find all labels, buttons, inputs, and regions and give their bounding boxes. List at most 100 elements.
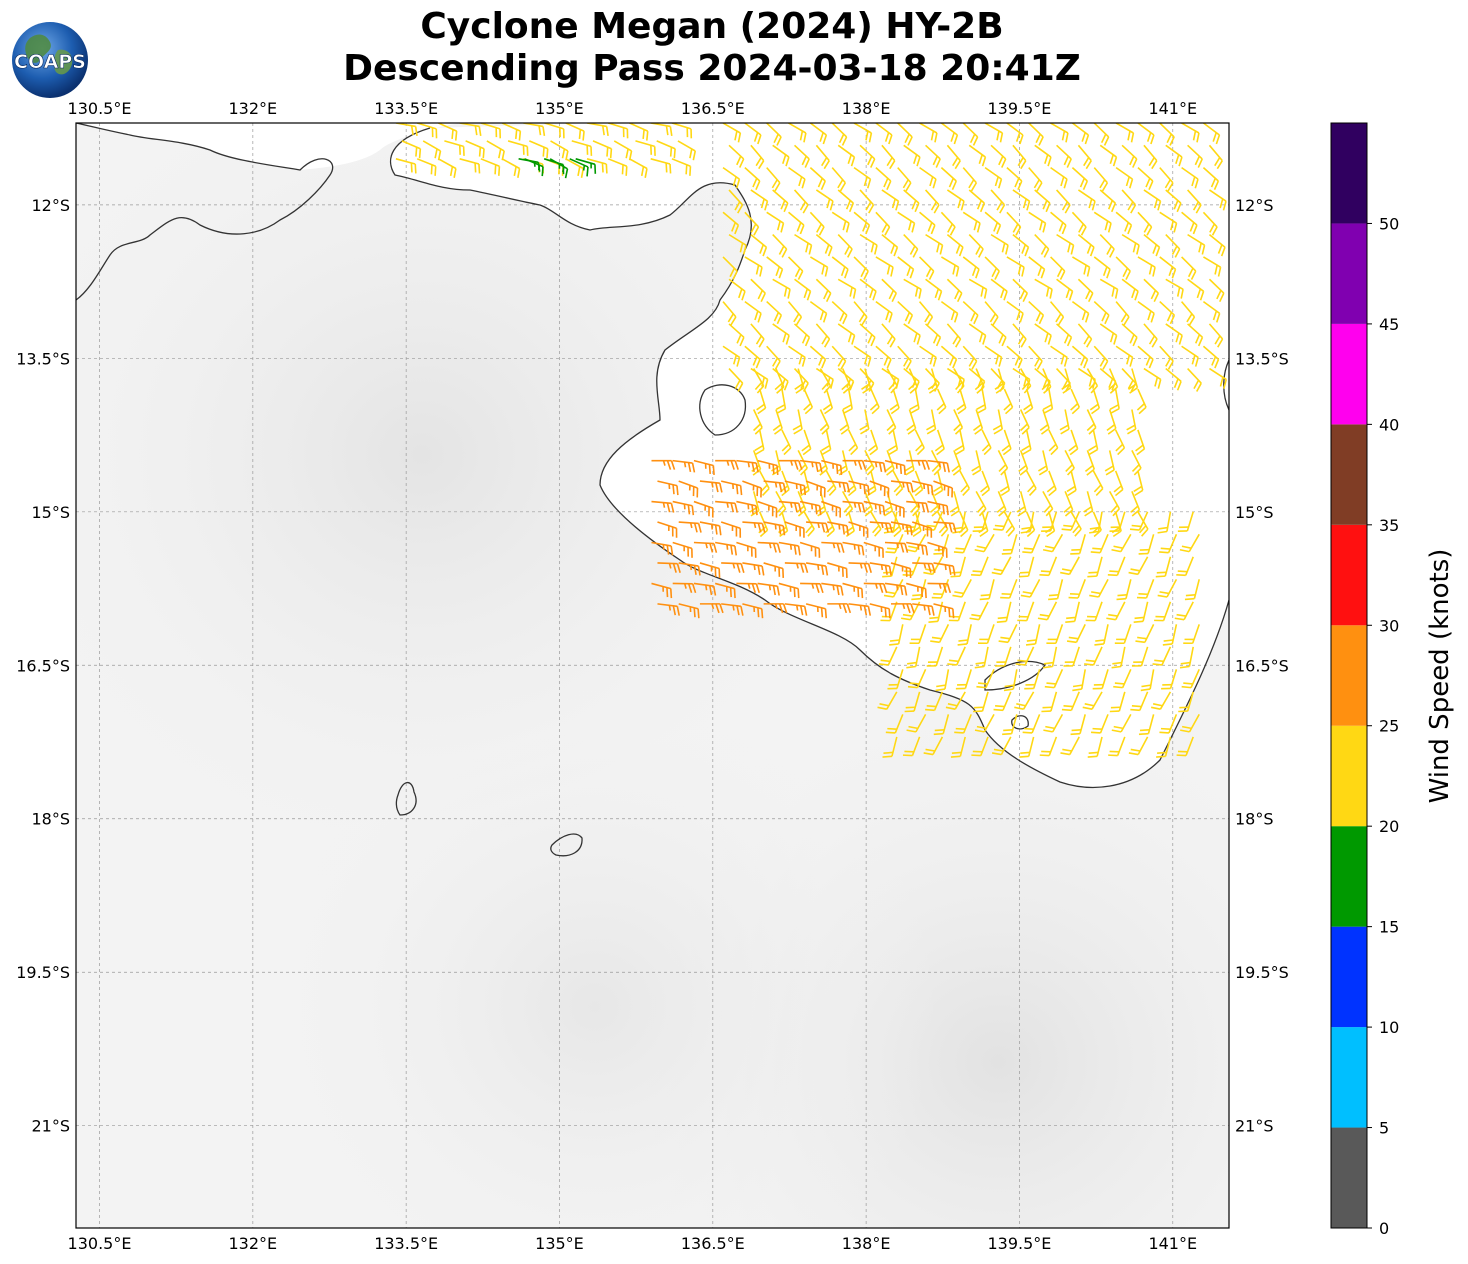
- wind-barb: [984, 211, 1002, 235]
- wind-barb: [848, 521, 869, 538]
- wind-barb: [766, 256, 784, 279]
- wind-barb: [1184, 579, 1201, 601]
- wind-barb: [699, 521, 722, 536]
- wind-barb: [793, 189, 809, 214]
- inland-lake-1: [395, 781, 417, 816]
- wind-barb: [763, 603, 788, 614]
- wind-barb: [1202, 167, 1220, 191]
- wind-barb: [976, 669, 995, 689]
- wind-barb: [788, 211, 805, 235]
- wind-barb: [714, 582, 736, 599]
- wind-barb: [629, 123, 649, 141]
- wind-barb: [994, 368, 1005, 394]
- wind-barb: [1070, 388, 1081, 415]
- wind-barb: [1208, 233, 1226, 257]
- wind-barb: [806, 521, 830, 533]
- wind-barb: [544, 123, 565, 139]
- wind-barb: [651, 500, 675, 513]
- wind-barb: [831, 301, 848, 325]
- wind-barb: [875, 167, 892, 191]
- wind-barb: [744, 123, 762, 145]
- wind-barb: [1181, 256, 1197, 280]
- lat-tick-label-right: 16.5°S: [1235, 656, 1289, 675]
- wind-barb: [847, 429, 859, 456]
- wind-barb: [969, 601, 989, 621]
- wind-barb: [891, 511, 902, 538]
- lon-tick-label-bottom: 136.5°E: [681, 1234, 745, 1253]
- wind-barb: [875, 345, 892, 369]
- wind-barb: [678, 562, 701, 576]
- wind-barb: [1003, 669, 1018, 692]
- wind-barb: [912, 480, 934, 496]
- wind-barb: [751, 450, 762, 476]
- wind-barb: [1093, 256, 1111, 279]
- wind-barb: [575, 158, 597, 174]
- wind-barb: [775, 388, 787, 414]
- wind-barb: [742, 562, 765, 576]
- wind-barb: [1044, 669, 1064, 689]
- wind-barb: [831, 345, 847, 370]
- wind-barb: [990, 144, 1007, 168]
- wind-barb: [906, 646, 921, 669]
- wind-barb: [875, 123, 893, 145]
- wind-barb: [1049, 301, 1065, 326]
- wind-barb: [1165, 144, 1183, 167]
- wind-barb: [946, 233, 964, 257]
- coral-sea-coastline: [1223, 359, 1229, 411]
- wind-barb: [1159, 256, 1177, 279]
- wind-barb: [800, 582, 824, 594]
- wind-barb: [1034, 144, 1052, 167]
- wind-barb: [1143, 144, 1158, 170]
- wind-barb: [968, 323, 987, 345]
- wind-barb: [946, 323, 962, 348]
- wind-barb: [401, 140, 422, 159]
- lat-tick-label-left: 13.5°S: [16, 349, 70, 368]
- wind-barb: [480, 123, 502, 139]
- wind-barb: [728, 368, 744, 392]
- wind-barb: [990, 233, 1009, 255]
- wind-barb: [962, 301, 979, 325]
- wind-barb: [868, 429, 879, 456]
- colorbar-tick-label: 30: [1379, 616, 1399, 635]
- wind-barb: [756, 388, 767, 415]
- wind-barb: [889, 388, 900, 415]
- colorbar: 0 5 10 15 20 25 30 35 40 45 50: [1330, 122, 1399, 1238]
- lon-tick-label-bottom: 133.5°E: [374, 1234, 438, 1253]
- wind-barb: [592, 140, 613, 159]
- wind-barb: [1089, 511, 1103, 534]
- wind-barb: [1154, 601, 1172, 622]
- inland-lake-2: [550, 833, 583, 857]
- wind-barb: [1000, 579, 1018, 599]
- wind-barb: [984, 166, 1003, 189]
- wind-barb: [1093, 211, 1112, 233]
- wind-barb: [1143, 233, 1161, 257]
- wind-barb: [1084, 450, 1095, 476]
- wind-barb: [821, 541, 845, 553]
- wind-barb: [1202, 211, 1218, 236]
- wind-barb: [1006, 300, 1024, 323]
- wind-barb: [1077, 233, 1095, 257]
- wind-barb: [837, 144, 856, 167]
- colorbar-bin: [1331, 424, 1367, 525]
- wind-barb: [787, 301, 803, 326]
- lon-tick-label-bottom: 141°E: [1148, 1234, 1197, 1253]
- wind-barb: [927, 368, 938, 394]
- wind-barb: [995, 646, 1012, 667]
- wind-barb: [903, 189, 920, 213]
- groote-eylandt: [699, 384, 747, 436]
- wind-barb: [878, 646, 898, 666]
- wind-barb: [803, 388, 814, 415]
- wind-barb: [996, 491, 1007, 517]
- colorbar-bin: [1331, 725, 1367, 827]
- wind-barb: [903, 278, 922, 299]
- wind-barb: [1159, 301, 1176, 325]
- wind-barb: [859, 323, 876, 347]
- wind-barb: [736, 582, 760, 594]
- wind-barb: [1001, 534, 1018, 555]
- wind-barb: [1066, 623, 1086, 644]
- wind-barb: [869, 480, 890, 498]
- wind-barb: [1089, 578, 1109, 598]
- wind-barb: [586, 158, 608, 174]
- wind-barb: [728, 323, 745, 347]
- wind-barb: [722, 345, 741, 367]
